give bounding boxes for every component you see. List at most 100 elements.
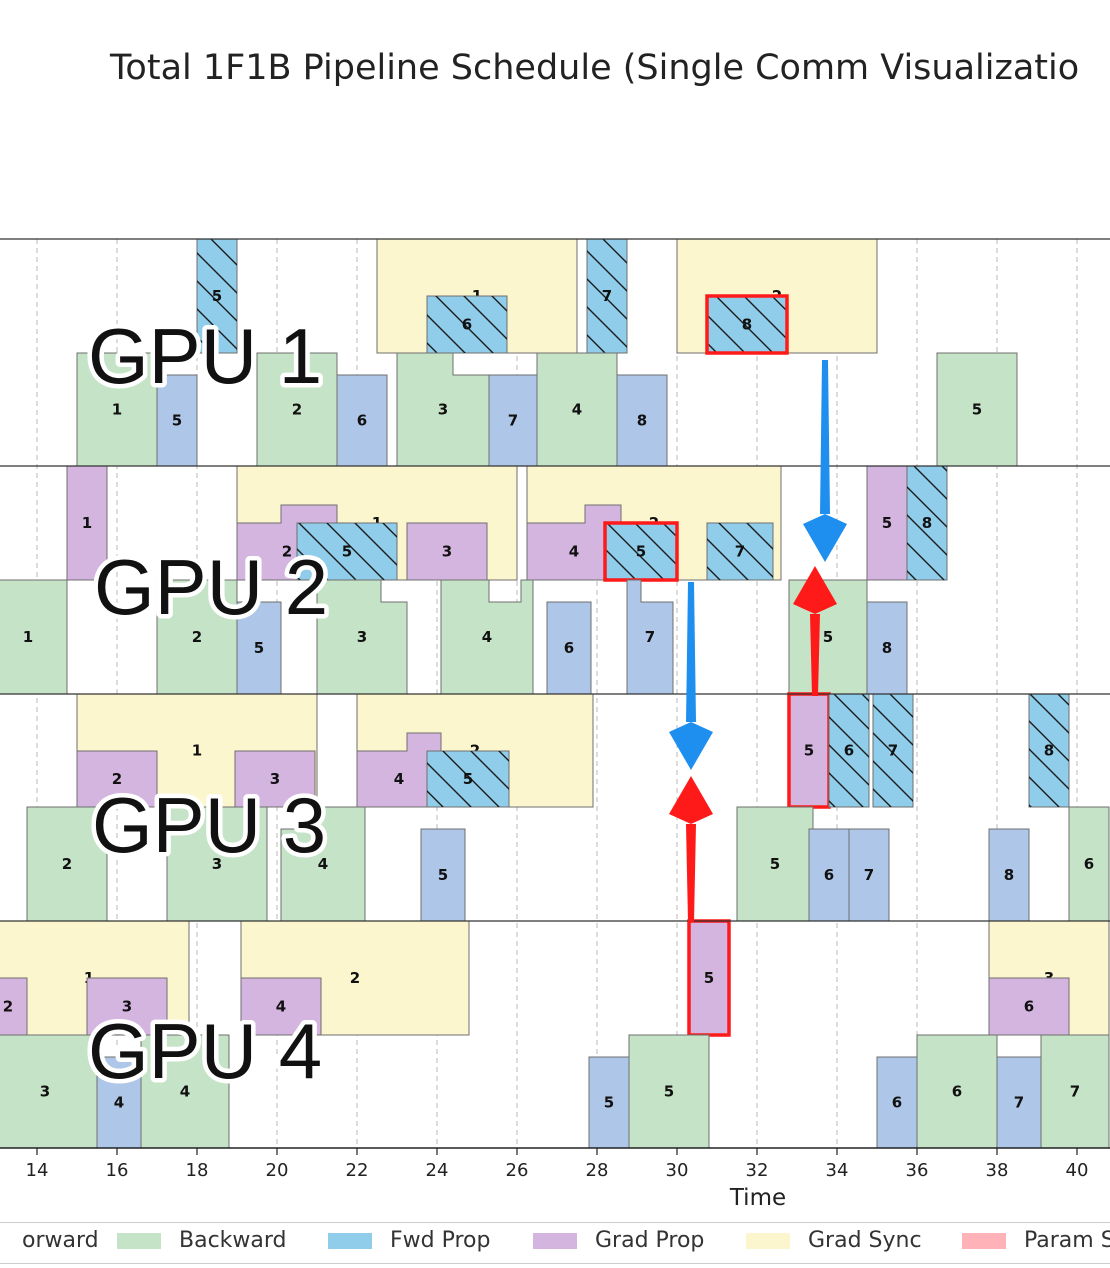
bar-label: 5 bbox=[438, 866, 448, 884]
bar-label: 8 bbox=[742, 316, 752, 334]
legend: orward Backward Fwd Prop Grad Prop Grad Sync… bbox=[0, 1222, 1110, 1268]
arrow-head bbox=[793, 566, 837, 614]
task-bar bbox=[0, 1034, 98, 1149]
bar-label: 7 bbox=[645, 628, 655, 646]
task-bar bbox=[156, 374, 198, 467]
legend-item: Param S bbox=[962, 1228, 1110, 1253]
arrow-shaft bbox=[810, 614, 820, 696]
bar-layer: 1256781526374851212534575812534675812234… bbox=[0, 238, 1110, 1149]
pipeline-schedule-chart: 1256781526374851212534575812534675812234… bbox=[0, 238, 1110, 1211]
legend-label: Backward bbox=[179, 1228, 287, 1253]
bar-label: 5 bbox=[804, 742, 814, 760]
x-tick-label: 18 bbox=[186, 1160, 209, 1181]
bar-label: 1 bbox=[23, 628, 33, 646]
bar-label: 2 bbox=[192, 628, 202, 646]
task-bar bbox=[736, 806, 814, 922]
task-bar bbox=[916, 1034, 998, 1149]
bar-label: 6 bbox=[1084, 855, 1094, 873]
gpu-label-layer: GPU 1 GPU 2 GPU 3 GPU 4 bbox=[84, 308, 333, 1100]
bar-label: 6 bbox=[357, 412, 367, 430]
bar-label: 8 bbox=[1004, 866, 1014, 884]
task-bar bbox=[876, 1056, 918, 1149]
bar-label: 5 bbox=[972, 401, 982, 419]
bar-label: 7 bbox=[888, 742, 898, 760]
frame-layer bbox=[0, 238, 1110, 1149]
arrow-shaft bbox=[686, 824, 696, 922]
bar-label: 7 bbox=[735, 543, 745, 561]
x-tick-label: 24 bbox=[426, 1160, 449, 1181]
task-bar bbox=[256, 352, 338, 467]
x-tick-label: 36 bbox=[906, 1160, 929, 1181]
arrow-head bbox=[803, 514, 847, 562]
task-hatch bbox=[829, 694, 869, 807]
task-bar bbox=[26, 806, 108, 922]
task-bar bbox=[628, 1034, 710, 1149]
arrow-shaft bbox=[686, 582, 696, 722]
bar-label: 7 bbox=[864, 866, 874, 884]
x-tick-label: 38 bbox=[986, 1160, 1009, 1181]
bar-label: 3 bbox=[212, 855, 222, 873]
axis-layer: 14 16 18 20 22 24 26 28 30 32 34 36 38 40 bbox=[26, 1148, 1088, 1181]
gpu-label: GPU 1 bbox=[88, 312, 322, 400]
arrow-shaft bbox=[820, 360, 830, 514]
task-bar bbox=[546, 601, 592, 695]
bar-label: 3 bbox=[442, 543, 452, 561]
task-hatch bbox=[427, 296, 507, 353]
bar-label: 5 bbox=[212, 287, 222, 305]
bar-label: 5 bbox=[342, 543, 352, 561]
bar-label: 5 bbox=[823, 628, 833, 646]
task-bar bbox=[76, 352, 158, 467]
bar-label: 6 bbox=[462, 316, 472, 334]
bar-label: 5 bbox=[463, 770, 473, 788]
bar-label: 6 bbox=[952, 1083, 962, 1101]
task-bar bbox=[406, 522, 488, 581]
bar-label: 4 bbox=[572, 401, 582, 419]
legend-item: orward bbox=[0, 1228, 99, 1253]
bar-label: 7 bbox=[508, 412, 518, 430]
bar-label: 2 bbox=[112, 770, 122, 788]
legend-item: Grad Prop bbox=[533, 1228, 704, 1253]
x-tick-label: 28 bbox=[586, 1160, 609, 1181]
x-axis-title: Time bbox=[729, 1185, 786, 1211]
bar-label: 3 bbox=[122, 998, 132, 1016]
bar-label: 8 bbox=[1044, 742, 1054, 760]
bar-label: 5 bbox=[704, 969, 714, 987]
legend-item: Grad Sync bbox=[746, 1228, 922, 1253]
task-bar bbox=[1040, 1034, 1110, 1149]
task-hatch bbox=[707, 523, 773, 580]
bar-label: 2 bbox=[292, 401, 302, 419]
task-bar bbox=[86, 977, 168, 1036]
bar-label: 4 bbox=[114, 1094, 124, 1112]
x-tick-label: 16 bbox=[106, 1160, 129, 1181]
x-tick-label: 26 bbox=[506, 1160, 529, 1181]
x-tick-label: 30 bbox=[666, 1160, 689, 1181]
task-hatch bbox=[587, 239, 627, 353]
task-bar bbox=[808, 828, 850, 922]
bar-label: 7 bbox=[602, 287, 612, 305]
task-hatch bbox=[873, 694, 913, 807]
bar-label: 6 bbox=[1024, 998, 1034, 1016]
legend-swatch bbox=[117, 1232, 161, 1249]
bar-label: 8 bbox=[922, 514, 932, 532]
legend-label: Grad Prop bbox=[595, 1228, 705, 1253]
task-hatch bbox=[907, 466, 947, 580]
legend-label: Fwd Prop bbox=[390, 1228, 491, 1253]
x-tick-label: 34 bbox=[826, 1160, 849, 1181]
legend-swatch bbox=[962, 1232, 1006, 1249]
bar-label: 1 bbox=[82, 514, 92, 532]
legend-swatch bbox=[328, 1232, 372, 1249]
task-hatch bbox=[1029, 694, 1069, 807]
gpu-label: GPU 3 bbox=[92, 781, 326, 869]
bar-label: 5 bbox=[770, 855, 780, 873]
x-tick-label: 32 bbox=[746, 1160, 769, 1181]
bar-label: 5 bbox=[664, 1083, 674, 1101]
bar-label: 4 bbox=[394, 770, 404, 788]
bar-label: 4 bbox=[180, 1083, 190, 1101]
bar-label: 4 bbox=[276, 998, 286, 1016]
bar-label: 6 bbox=[564, 639, 574, 657]
task-bar bbox=[866, 601, 908, 695]
task-hatch bbox=[605, 523, 677, 580]
gpu-label: GPU 2 bbox=[94, 543, 328, 631]
bar-label: 5 bbox=[882, 514, 892, 532]
task-bar bbox=[66, 465, 108, 581]
